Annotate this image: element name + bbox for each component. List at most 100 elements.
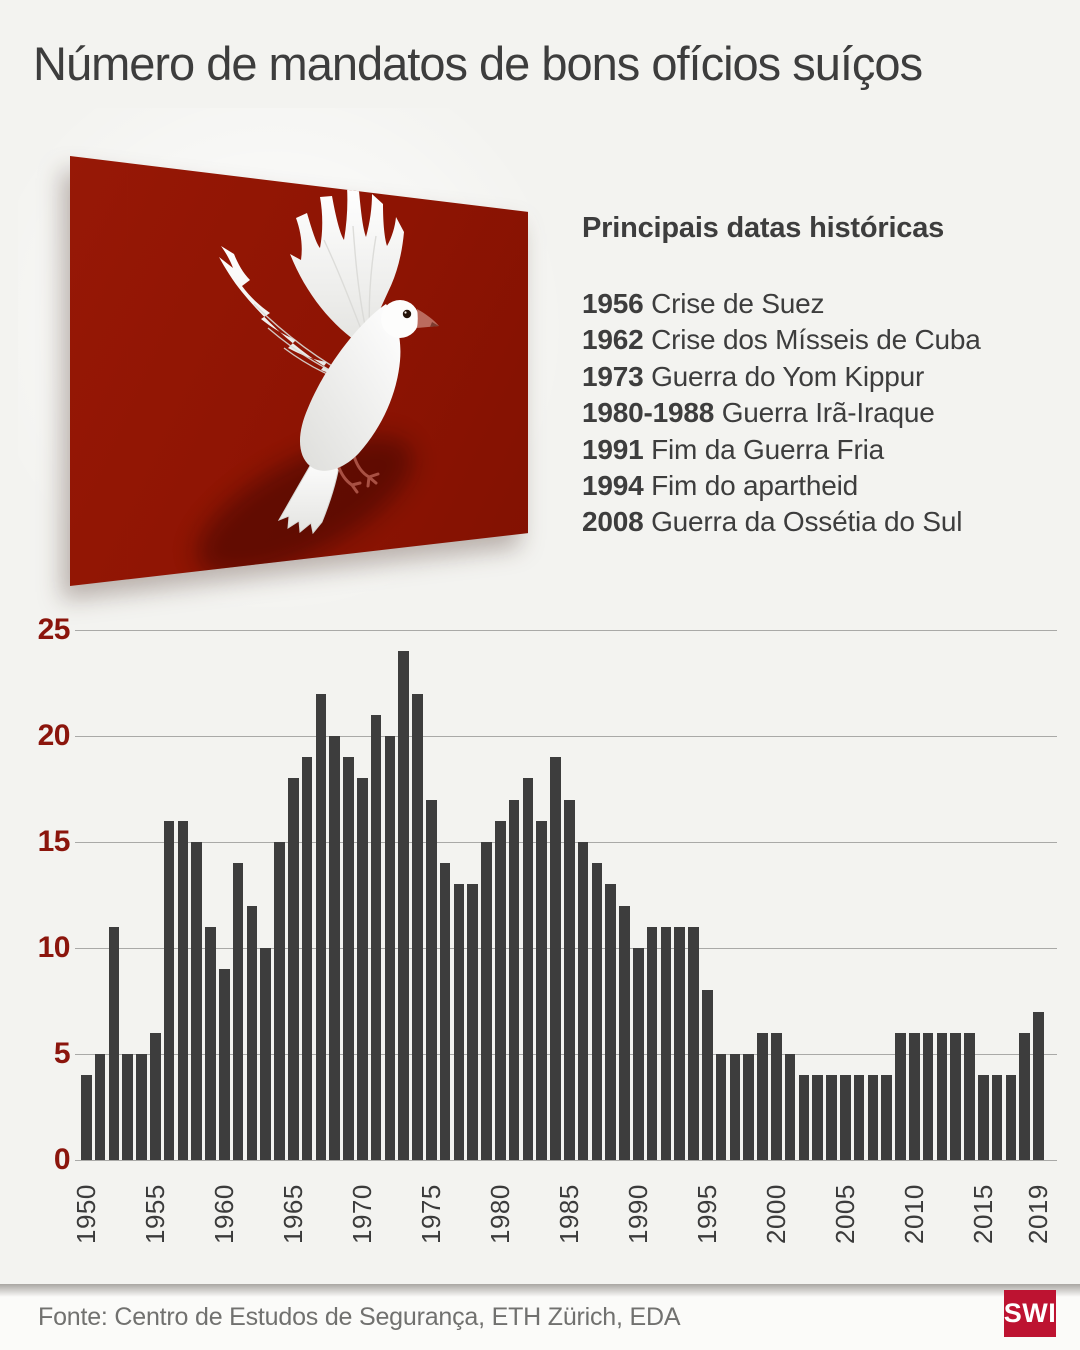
- x-axis-label-2015: 2015: [966, 1170, 1000, 1244]
- x-axis-label-text: 1990: [622, 1184, 653, 1244]
- bar-2006: [853, 1075, 865, 1160]
- bar-1999: [757, 1032, 768, 1160]
- x-axis-label-text: 1960: [208, 1184, 239, 1244]
- bar-1988: [605, 884, 616, 1160]
- x-axis-label-2005: 2005: [828, 1170, 862, 1244]
- bar-1996: [715, 1054, 727, 1160]
- key-date-year: 1973: [582, 360, 644, 392]
- x-axis-label-1985: 1985: [552, 1170, 586, 1244]
- x-axis-label-1990: 1990: [621, 1170, 655, 1244]
- bar-2011: [922, 1032, 934, 1160]
- y-axis-label-15: 15: [37, 825, 71, 858]
- bar-2009: [895, 1032, 906, 1160]
- x-axis-label-1970: 1970: [345, 1170, 379, 1244]
- bar-1959: [205, 926, 216, 1160]
- key-date-event: Crise de Suez: [643, 288, 825, 319]
- bar-1986: [577, 842, 589, 1160]
- key-date-item: 1973 Guerra do Yom Kippur: [582, 359, 1052, 395]
- bar-1962: [246, 905, 258, 1160]
- bar-1955: [150, 1032, 161, 1160]
- key-date-item: 1991 Fim da Guerra Fria: [582, 432, 1052, 468]
- bar-2007: [867, 1075, 879, 1160]
- y-axis-label-20: 20: [37, 719, 71, 752]
- footer: Fonte: Centro de Estudos de Segurança, E…: [0, 1284, 1080, 1350]
- y-axis-label-0: 0: [53, 1143, 71, 1176]
- swi-logo-text: SWI: [1003, 1298, 1057, 1328]
- x-axis-label-text: 1965: [277, 1184, 308, 1244]
- bar-1979: [481, 842, 492, 1160]
- key-dates-list: 1956 Crise de Suez 1962 Crise dos Mísseis…: [582, 286, 1052, 541]
- dove-right-wing: [290, 187, 404, 346]
- page-title: Número de mandatos de bons ofícios suíço…: [33, 37, 923, 90]
- bar-1983: [536, 820, 547, 1160]
- bar-1977: [453, 884, 465, 1160]
- x-axis-label-text: 1955: [139, 1184, 170, 1244]
- bar-2014: [964, 1032, 975, 1160]
- bar-2019: [1033, 1011, 1044, 1160]
- key-date-year: 1962: [582, 324, 644, 356]
- gridline-y0: [75, 1159, 1057, 1161]
- bar-2012: [936, 1032, 948, 1160]
- bar-1951: [94, 1054, 106, 1160]
- dove-image: [196, 187, 439, 576]
- bar-1968: [329, 736, 340, 1160]
- bar-1958: [191, 842, 202, 1160]
- red-flag-panel: [70, 156, 528, 586]
- bar-1981: [508, 799, 520, 1160]
- bar-1956: [163, 820, 175, 1160]
- key-date-event: Guerra do Yom Kippur: [643, 360, 925, 392]
- swi-logo: SWI: [1004, 1290, 1056, 1337]
- bar-1980: [495, 820, 506, 1160]
- dove-head: [381, 300, 419, 338]
- bar-1993: [674, 926, 685, 1160]
- x-axis-label-text: 2000: [760, 1184, 791, 1244]
- bar-2002: [798, 1075, 810, 1160]
- x-axis-label-text: 2019: [1023, 1184, 1053, 1244]
- key-date-year: 2008: [582, 506, 644, 538]
- bar-1995: [702, 990, 713, 1160]
- key-date-event: Guerra da Ossétia do Sul: [643, 506, 963, 538]
- key-dates-heading: Principais datas históricas: [582, 212, 945, 244]
- bar-2017: [1005, 1075, 1017, 1160]
- bar-1987: [591, 863, 603, 1160]
- x-axis-label-text: 1980: [484, 1184, 515, 1244]
- bar-1950: [81, 1075, 92, 1160]
- x-axis-label-1955: 1955: [138, 1170, 172, 1244]
- key-date-item: 1956 Crise de Suez: [582, 286, 1052, 322]
- bar-1969: [343, 757, 354, 1160]
- bar-1989: [619, 905, 630, 1160]
- bar-1998: [743, 1054, 754, 1160]
- key-date-year: 1991: [582, 433, 644, 465]
- x-axis-label-1965: 1965: [276, 1170, 310, 1244]
- key-date-year: 1994: [582, 470, 644, 502]
- bar-1992: [660, 926, 672, 1160]
- gridline-y20: [75, 735, 1057, 737]
- key-date-item: 2008 Guerra da Ossétia do Sul: [582, 504, 1052, 540]
- key-date-event: Fim da Guerra Fria: [643, 433, 884, 465]
- bar-1978: [467, 884, 478, 1160]
- bar-1975: [426, 799, 437, 1160]
- bar-1952: [108, 926, 120, 1160]
- bar-1984: [550, 757, 561, 1160]
- key-date-year: 1956: [582, 288, 644, 319]
- x-axis-label-2010: 2010: [897, 1170, 931, 1244]
- key-date-item: 1980-1988 Guerra Irã-Iraque: [582, 395, 1052, 431]
- dove-body: [299, 304, 401, 471]
- bar-2016: [991, 1075, 1003, 1160]
- bar-1985: [564, 799, 575, 1160]
- x-axis-label-1980: 1980: [483, 1170, 517, 1244]
- y-axis-label-10: 10: [37, 931, 71, 964]
- x-axis-label-text: 2015: [967, 1184, 998, 1244]
- bar-1990: [633, 948, 644, 1160]
- bar-1967: [315, 693, 327, 1160]
- bar-1971: [370, 714, 382, 1160]
- x-axis-label-text: 1950: [70, 1184, 101, 1244]
- key-date-item: 1962 Crise dos Mísseis de Cuba: [582, 322, 1052, 358]
- bar-1953: [122, 1054, 133, 1160]
- x-axis-label-text: 2005: [829, 1184, 860, 1244]
- bar-1976: [439, 863, 451, 1160]
- key-date-event: Crise dos Mísseis de Cuba: [643, 324, 981, 356]
- key-date-event: Fim do apartheid: [643, 470, 858, 502]
- x-axis-label-1975: 1975: [414, 1170, 448, 1244]
